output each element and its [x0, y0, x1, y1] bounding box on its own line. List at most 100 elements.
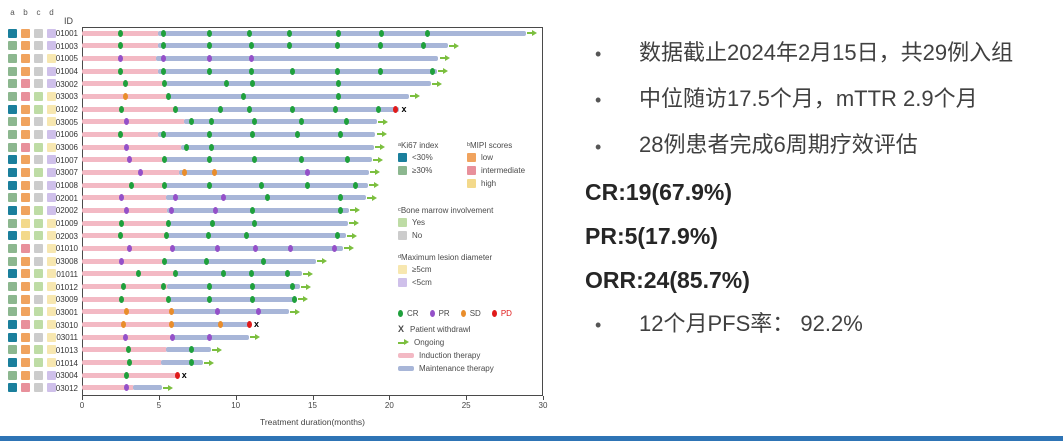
response-dot-cr: [117, 29, 123, 37]
attr-square-bm: [34, 269, 43, 279]
response-dot-pr: [127, 156, 133, 164]
ongoing-arrow-head: [295, 308, 301, 315]
ongoing-arrow: [162, 386, 168, 389]
x-axis-tick-label: 5: [156, 401, 162, 410]
response-dot-cr: [285, 270, 291, 278]
response-dot-cr: [250, 206, 256, 214]
patient-id-label: 01012: [55, 282, 78, 292]
legend-ki67: ᵃKi67 index <30% ≥30%: [398, 141, 438, 179]
attr-square-mipi: [21, 66, 30, 76]
attr-square-mipi: [21, 218, 30, 228]
response-dot-pr: [220, 194, 226, 202]
maintenance-bar: [160, 360, 204, 366]
attr-square-mipi: [21, 269, 30, 279]
response-dot-cr: [291, 295, 297, 303]
attr-square-mipi: [21, 53, 30, 63]
patient-id-label: 03005: [55, 117, 78, 127]
maintenance-bar: [183, 119, 378, 125]
ongoing-arrow-head: [373, 182, 379, 189]
attr-square-bm: [34, 332, 43, 342]
attr-square-bm: [34, 256, 43, 266]
response-dot-cr: [243, 232, 249, 240]
patient-id-label: 01008: [55, 181, 78, 191]
attr-square-lesion: [47, 79, 56, 89]
x-axis-tick-label: 15: [308, 401, 317, 410]
ongoing-arrow: [368, 184, 374, 187]
legend-withdraw-label: Patient withdrawl: [410, 324, 471, 334]
attr-square-mipi: [21, 129, 30, 139]
legend-bone-marrow: ᶜBone marrow involvement Yes No: [398, 206, 493, 244]
patient-id-label: 01014: [55, 358, 78, 368]
response-dot-cr: [207, 181, 213, 189]
attr-square-ki67: [8, 193, 17, 203]
ongoing-arrow: [448, 44, 454, 47]
attr-square-mipi: [21, 142, 30, 152]
legend-responses: CR PR SD PD: [398, 309, 523, 318]
x-axis-tick: [312, 396, 314, 400]
patient-id-label: 03004: [55, 371, 78, 381]
attr-square-lesion: [47, 155, 56, 165]
maintenance-bar: [168, 93, 410, 99]
maintenance-bar: [170, 309, 290, 315]
id-column-header: ID: [64, 16, 73, 26]
x-axis-tick: [235, 396, 237, 400]
maintenance-bar: [167, 284, 301, 289]
maintenance-bar: [174, 106, 399, 112]
ongoing-arrow-head: [255, 334, 261, 341]
x-axis-tick: [158, 396, 160, 400]
attr-square-ki67: [8, 79, 17, 89]
attr-square-lesion: [47, 104, 56, 114]
legend-item-label: Yes: [412, 218, 426, 227]
withdrawal-x-mark: x: [401, 103, 407, 114]
response-dot-cr: [377, 67, 383, 75]
ongoing-arrow-head: [349, 245, 355, 252]
response-dot-pr: [124, 143, 130, 151]
attr-square-lesion: [47, 218, 56, 228]
attr-square-ki67: [8, 294, 17, 304]
ongoing-arrow-head: [217, 346, 223, 353]
response-dot-pr: [124, 384, 130, 392]
response-dot-cr: [207, 42, 213, 50]
response-dot-cr: [120, 283, 126, 290]
ongoing-arrow: [374, 146, 380, 149]
attr-square-lesion: [47, 129, 56, 139]
response-dot-cr: [173, 270, 179, 278]
attr-square-bm: [34, 370, 43, 380]
induction-bar: [82, 169, 181, 175]
legend-withdraw: X Patient withdrawl: [398, 324, 494, 334]
stat-text: CR:19(67.9%): [585, 178, 732, 205]
maintenance-bar: [157, 68, 437, 74]
legend-item-label: ≥5cm: [412, 265, 432, 274]
ongoing-arrow-head: [415, 93, 421, 100]
attr-square-ki67: [8, 218, 17, 228]
patient-id-label: 01009: [55, 219, 78, 229]
response-dot-pr: [117, 54, 123, 62]
maintenance-bar: [167, 233, 347, 239]
legend-item: <30%: [398, 153, 438, 162]
patient-id-label: 03007: [55, 168, 78, 178]
attr-square-lesion: [47, 205, 56, 215]
response-dot-cr: [334, 232, 340, 240]
response-dot-cr: [353, 181, 359, 189]
patient-id-label: 01005: [55, 54, 78, 64]
x-axis-tick-label: 20: [384, 401, 394, 410]
ongoing-arrow: [212, 348, 218, 351]
induction-bar: [82, 271, 176, 277]
legend-item: high: [467, 179, 525, 188]
maintenance-bar: [157, 30, 527, 36]
response-dot-cr: [207, 67, 213, 75]
stat-text: 12个月PFS率： 92.2%: [639, 310, 863, 336]
ongoing-arrow: [437, 70, 443, 73]
response-dot-cr: [379, 29, 385, 37]
ongoing-arrow: [378, 120, 384, 123]
withdrawal-x-mark: x: [181, 369, 187, 380]
attr-square-ki67: [8, 142, 17, 152]
response-dot-pr: [305, 168, 311, 176]
induction-bar: [82, 296, 169, 302]
response-dot-cr: [162, 80, 168, 88]
patient-id-label: 01004: [55, 67, 78, 77]
attr-square-mipi: [21, 332, 30, 342]
response-dot-pr: [214, 308, 220, 316]
response-dot-sd: [168, 321, 174, 329]
attr-col-header-c: c: [36, 8, 41, 17]
